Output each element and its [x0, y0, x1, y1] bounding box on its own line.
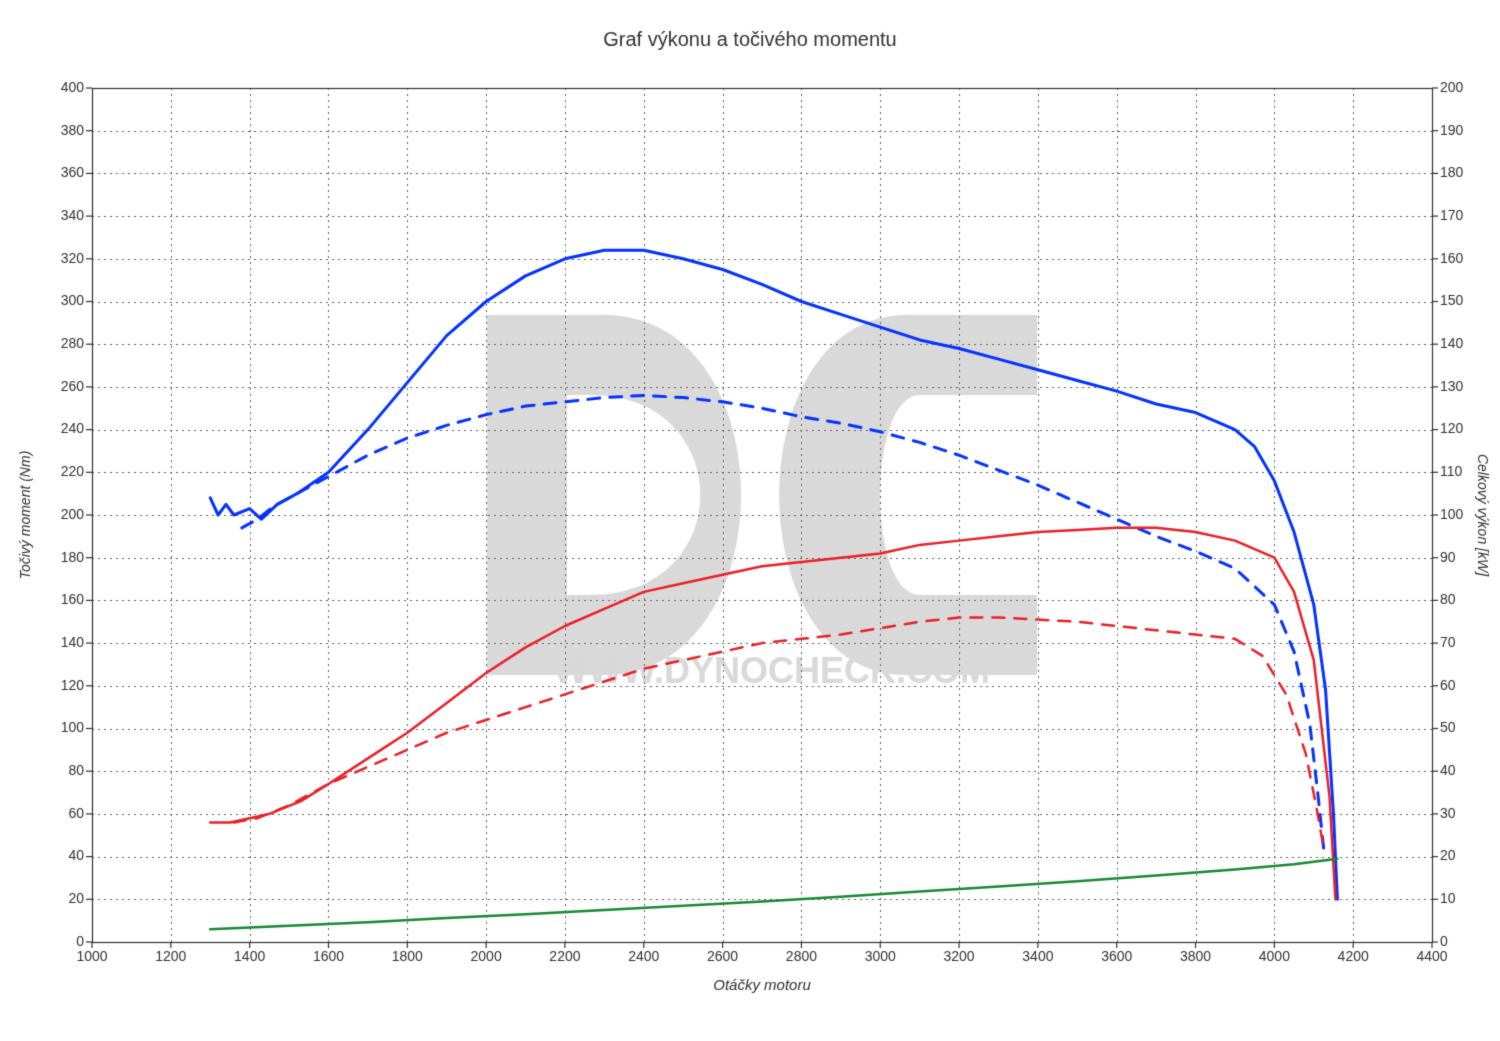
- dyno-chart-canvas: [0, 0, 1500, 1041]
